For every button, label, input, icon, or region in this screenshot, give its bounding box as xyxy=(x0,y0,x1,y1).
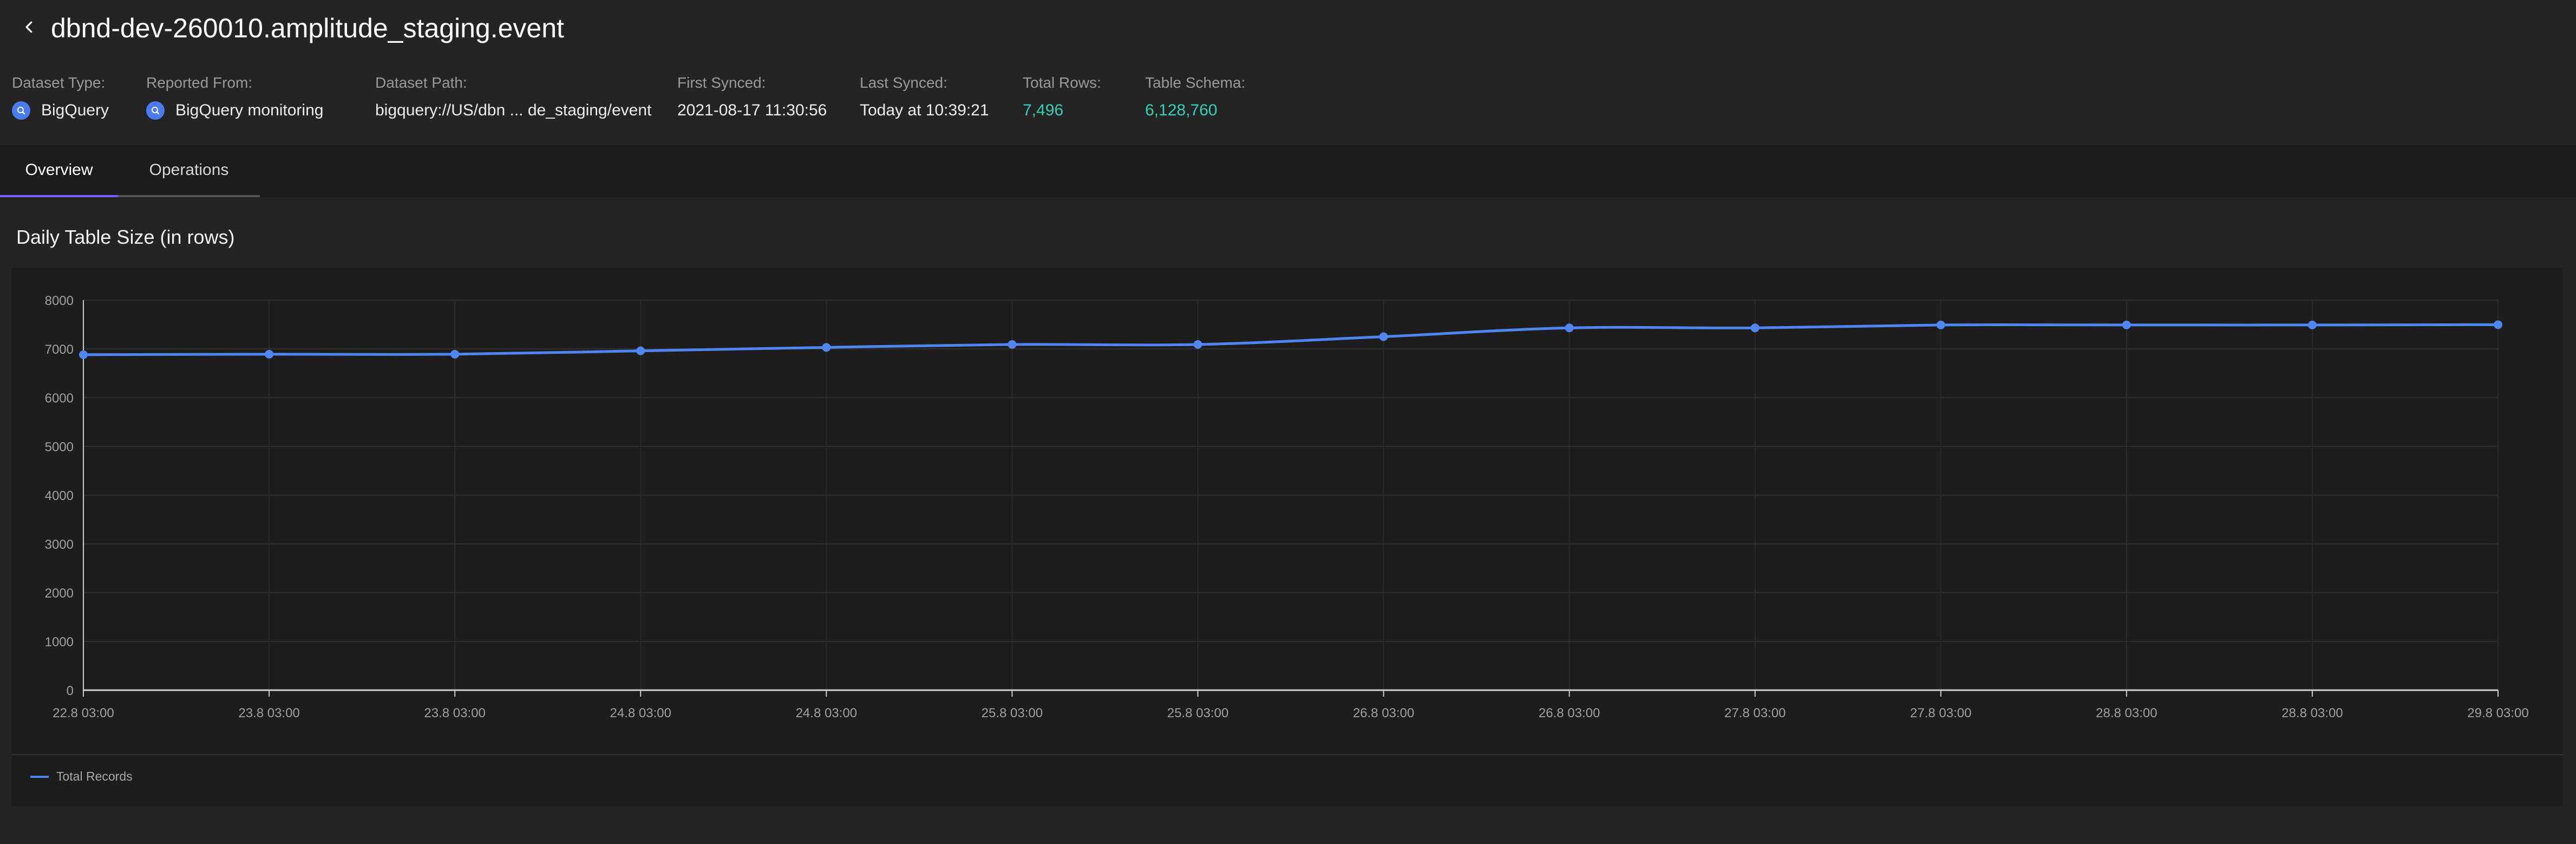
meta-label: First Synced: xyxy=(677,74,766,91)
chevron-left-icon xyxy=(25,21,32,33)
meta-total-rows: Total Rows: 7,496 xyxy=(1023,74,1101,120)
x-tick-label: 28.8 03:00 xyxy=(2096,706,2157,720)
meta-label: Dataset Path: xyxy=(375,74,467,91)
meta-table-schema: Table Schema: 6,128,760 xyxy=(1145,74,1245,120)
meta-dataset-type: Dataset Type: BigQuery xyxy=(12,74,109,120)
meta-value: bigquery://US/dbn ... de_staging/event xyxy=(375,101,652,119)
data-point xyxy=(265,349,274,359)
y-tick-label: 4000 xyxy=(45,489,74,503)
legend-swatch xyxy=(30,775,49,778)
tab-overview[interactable]: Overview xyxy=(0,145,118,197)
legend-label: Total Records xyxy=(56,769,133,783)
data-point xyxy=(2122,320,2131,329)
x-tick-label: 25.8 03:00 xyxy=(1167,706,1228,720)
meta-label: Dataset Type: xyxy=(12,74,106,91)
meta-first-synced: First Synced: 2021-08-17 11:30:56 xyxy=(677,74,827,120)
data-point xyxy=(2307,320,2317,329)
x-tick-label: 26.8 03:00 xyxy=(1539,706,1600,720)
x-tick-label: 24.8 03:00 xyxy=(796,706,857,720)
x-tick-label: 28.8 03:00 xyxy=(2281,706,2343,720)
table-schema-link[interactable]: 6,128,760 xyxy=(1145,101,1218,119)
y-tick-label: 0 xyxy=(67,684,74,698)
x-tick-label: 23.8 03:00 xyxy=(424,706,485,720)
y-tick-label: 6000 xyxy=(45,391,74,406)
legend-divider xyxy=(12,754,2563,755)
y-tick-label: 5000 xyxy=(45,440,74,455)
series-line-total-records xyxy=(83,323,2499,356)
total-rows-link[interactable]: 7,496 xyxy=(1023,101,1064,119)
y-tick-label: 7000 xyxy=(45,342,74,357)
data-point xyxy=(1565,323,1574,333)
bigquery-icon xyxy=(12,101,30,120)
x-tick-label: 24.8 03:00 xyxy=(610,706,671,720)
x-tick-label: 25.8 03:00 xyxy=(982,706,1043,720)
meta-last-synced: Last Synced: Today at 10:39:21 xyxy=(860,74,989,120)
y-tick-label: 1000 xyxy=(45,635,74,650)
y-tick-label: 8000 xyxy=(45,294,74,308)
data-point xyxy=(636,346,645,355)
meta-reported-from: Reported From: BigQuery monitoring xyxy=(146,74,323,120)
meta-label: Table Schema: xyxy=(1145,74,1246,91)
chart-panel: 0 1000 2000 3000 4000 5000 6000 7000 8000 22.8 03… xyxy=(12,268,2563,806)
x-tick-label: 29.8 03:00 xyxy=(2467,706,2528,720)
section-title: Daily Table Size (in rows) xyxy=(16,226,235,248)
y-tick-label: 3000 xyxy=(45,537,74,552)
meta-value: Today at 10:39:21 xyxy=(860,101,989,119)
y-tick-label: 2000 xyxy=(45,586,74,601)
tab-operations[interactable]: Operations xyxy=(118,145,260,197)
back-button[interactable] xyxy=(14,12,44,42)
bigquery-icon xyxy=(146,101,165,120)
x-tick-label: 27.8 03:00 xyxy=(1724,706,1786,720)
meta-value: BigQuery monitoring xyxy=(175,101,324,119)
dataset-header: dbnd-dev-260010.amplitude_staging.event … xyxy=(0,0,2576,145)
meta-dataset-path: Dataset Path: bigquery://US/dbn ... de_s… xyxy=(375,74,651,120)
x-tick-label: 26.8 03:00 xyxy=(1353,706,1414,720)
data-point xyxy=(1193,340,1202,349)
legend-item-total-records[interactable]: Total Records xyxy=(30,769,133,784)
x-tick-label: 27.8 03:00 xyxy=(1910,706,1971,720)
page-title: dbnd-dev-260010.amplitude_staging.event xyxy=(51,13,564,43)
data-point xyxy=(1008,340,1017,349)
overview-content: Daily Table Size (in rows) 0 1000 2000 3000… xyxy=(0,197,2576,844)
x-tick-label: 23.8 03:00 xyxy=(238,706,299,720)
data-point xyxy=(822,343,831,352)
data-point xyxy=(1750,323,1760,333)
data-point xyxy=(450,349,460,359)
data-point xyxy=(2494,320,2502,329)
meta-label: Last Synced: xyxy=(860,74,947,91)
line-chart: 0 1000 2000 3000 4000 5000 6000 7000 8000 22.8 03… xyxy=(45,294,2529,720)
tabs-bar: Overview Operations xyxy=(0,145,2576,197)
data-point xyxy=(1379,332,1388,341)
x-tick-label: 22.8 03:00 xyxy=(53,706,114,720)
meta-label: Reported From: xyxy=(146,74,253,91)
meta-value: 2021-08-17 11:30:56 xyxy=(677,101,827,119)
meta-value: BigQuery xyxy=(41,101,109,119)
data-point xyxy=(1936,320,1945,329)
meta-label: Total Rows: xyxy=(1023,74,1101,91)
data-point xyxy=(79,350,88,359)
